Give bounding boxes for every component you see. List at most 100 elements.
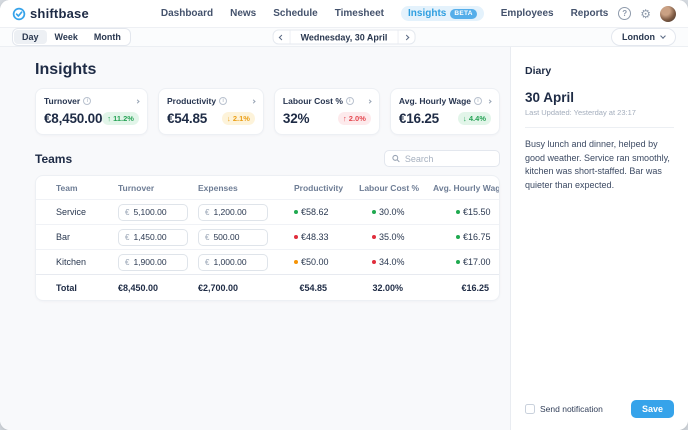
table-row-service: Service € € €58.62 30.0% €15.50 <box>36 199 499 224</box>
diary-title: Diary <box>525 65 552 77</box>
kpi-card-labour-cost[interactable]: Labour Cost % i 32% ↑ 2.0% <box>273 88 380 135</box>
expenses-field[interactable] <box>213 257 261 267</box>
main-nav: Dashboard News Schedule Timesheet Insigh… <box>160 6 609 21</box>
top-navigation-bar: shiftbase Dashboard News Schedule Timesh… <box>0 0 688 28</box>
kpi-card-avg-hourly-wage[interactable]: Avg. Hourly Wage i €16.25 ↓ 4.4% <box>389 88 500 135</box>
send-notification-option[interactable]: Send notification <box>525 404 603 414</box>
col-turnover: Turnover <box>118 182 155 193</box>
productivity-cell: €58.62 <box>294 207 329 217</box>
total-productivity: €54.85 <box>299 282 327 293</box>
total-label: Total <box>56 282 77 293</box>
nav-item-schedule[interactable]: Schedule <box>273 8 318 19</box>
send-notification-checkbox[interactable] <box>525 404 535 414</box>
diary-panel: Diary 30 April Last Updated: Yesterday a… <box>510 47 688 430</box>
nav-item-employees[interactable]: Employees <box>500 8 554 19</box>
shiftbase-logo[interactable]: shiftbase <box>12 6 89 21</box>
status-dot <box>294 260 298 264</box>
teams-section-title: Teams <box>35 151 73 166</box>
status-dot <box>456 210 460 214</box>
labour-cost-cell: 34.0% <box>329 257 405 267</box>
send-notification-label: Send notification <box>540 404 603 414</box>
brand-name: shiftbase <box>30 6 89 21</box>
wage-cell: €15.50 <box>405 207 491 217</box>
kpi-title: Avg. Hourly Wage <box>398 96 471 106</box>
total-labour-cost: 32.00% <box>372 282 403 293</box>
table-header-row: Team Turnover Expenses Productivity Labo… <box>36 176 499 199</box>
search-input[interactable] <box>404 153 492 164</box>
gear-icon[interactable]: ⚙ <box>640 6 651 21</box>
prev-day-button[interactable] <box>274 30 291 44</box>
chevron-left-icon <box>278 34 285 40</box>
chevron-right-icon <box>251 98 256 104</box>
col-labour-cost: Labour Cost % <box>359 182 420 193</box>
nav-item-dashboard[interactable]: Dashboard <box>160 8 214 19</box>
productivity-cell: €50.00 <box>294 257 329 267</box>
col-team: Team <box>56 182 78 193</box>
tab-week[interactable]: Week <box>54 32 78 42</box>
next-day-button[interactable] <box>397 30 414 44</box>
info-icon[interactable]: i <box>474 97 482 105</box>
wage-cell: €16.75 <box>405 232 491 242</box>
info-icon[interactable]: i <box>345 97 354 105</box>
kpi-card-turnover[interactable]: Turnover i €8,450.00 ↑ 11.2% <box>35 88 148 135</box>
status-dot <box>372 235 376 239</box>
status-dot <box>372 260 376 264</box>
save-button[interactable]: Save <box>630 400 674 418</box>
tab-month[interactable]: Month <box>93 32 121 42</box>
user-avatar[interactable] <box>660 5 676 22</box>
info-icon[interactable]: i <box>83 97 92 105</box>
turnover-input[interactable]: € <box>118 228 188 246</box>
current-date-label[interactable]: Wednesday, 30 April <box>300 32 388 42</box>
info-icon[interactable]: i <box>219 97 228 105</box>
main-content: Insights Turnover i €8,450.00 ↑ 11.2% <box>0 47 510 430</box>
page-title: Insights <box>35 61 97 78</box>
turnover-field[interactable] <box>133 232 181 242</box>
chevron-down-icon <box>660 33 666 39</box>
col-expenses: Expenses <box>198 182 238 193</box>
team-name: Service <box>56 207 87 217</box>
status-dot <box>456 235 460 239</box>
nav-item-insights-active[interactable]: Insights BETA <box>401 6 484 21</box>
shiftbase-logo-icon <box>12 7 26 20</box>
col-productivity: Productivity <box>294 182 344 193</box>
location-dropdown[interactable]: London <box>611 28 676 46</box>
nav-item-reports[interactable]: Reports <box>570 8 609 19</box>
team-name: Bar <box>56 232 71 242</box>
expenses-field[interactable] <box>213 232 261 242</box>
status-dot <box>294 210 298 214</box>
tab-day[interactable]: Day <box>14 30 47 44</box>
diary-date: 30 April <box>525 90 575 105</box>
kpi-delta-badge: ↓ 4.4% <box>458 112 491 125</box>
turnover-input[interactable]: € <box>118 253 188 271</box>
chevron-right-icon <box>487 98 492 104</box>
toolbar: Day Week Month Wednesday, 30 April Londo… <box>0 28 688 47</box>
total-wage: €16.25 <box>461 282 489 293</box>
turnover-field[interactable] <box>133 207 181 217</box>
diary-last-updated: Last Updated: Yesterday at 23:17 <box>525 108 636 117</box>
turnover-field[interactable] <box>133 257 181 267</box>
expenses-input[interactable]: € <box>198 203 268 221</box>
search-icon <box>392 154 400 163</box>
status-dot <box>294 235 298 239</box>
expenses-input[interactable]: € <box>198 253 268 271</box>
teams-search[interactable] <box>384 150 500 167</box>
kpi-value: 32% <box>282 111 310 126</box>
kpi-value: €8,450.00 <box>44 111 103 126</box>
diary-entry-text: Busy lunch and dinner, helped by good we… <box>525 139 670 190</box>
kpi-card-productivity[interactable]: Productivity i €54.85 ↓ 2.1% <box>157 88 264 135</box>
chevron-right-icon <box>135 98 140 104</box>
status-dot <box>372 210 376 214</box>
expenses-input[interactable]: € <box>198 228 268 246</box>
nav-insights-label: Insights <box>408 8 447 19</box>
labour-cost-cell: 30.0% <box>329 207 405 217</box>
divider <box>525 127 674 128</box>
expenses-field[interactable] <box>213 207 261 217</box>
table-row-bar: Bar € € €48.33 35.0% €16.75 <box>36 224 499 249</box>
nav-item-timesheet[interactable]: Timesheet <box>334 8 384 19</box>
status-dot <box>456 260 460 264</box>
diary-footer: Send notification Save <box>525 400 674 418</box>
turnover-input[interactable]: € <box>118 203 188 221</box>
help-icon[interactable]: ? <box>618 7 632 20</box>
nav-item-news[interactable]: News <box>230 8 257 19</box>
